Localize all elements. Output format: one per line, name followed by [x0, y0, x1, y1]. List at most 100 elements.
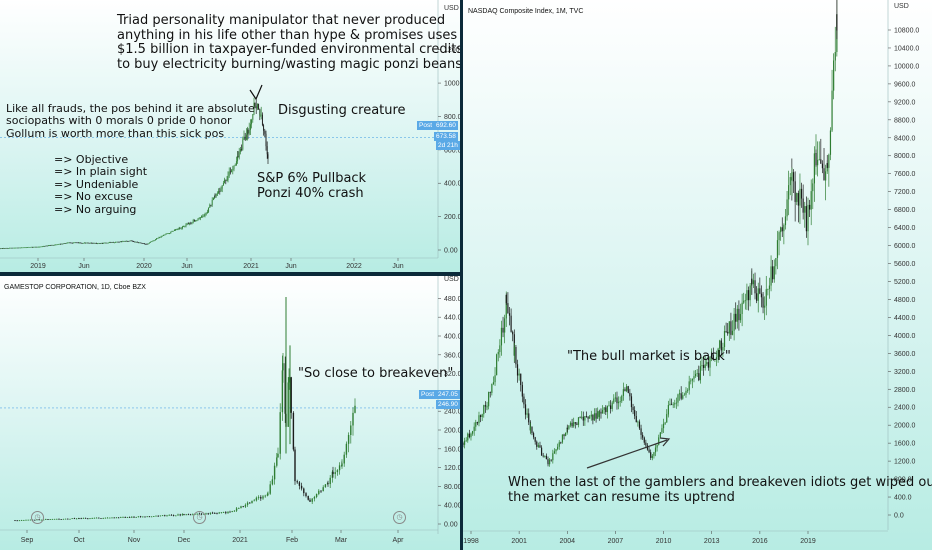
candle [139, 516, 142, 518]
x-tick-label: 2021 [232, 537, 248, 544]
candle [44, 246, 46, 247]
candle [553, 451, 556, 454]
candle [1, 248, 3, 249]
candle [730, 321, 732, 335]
candle [664, 422, 666, 424]
gamestop-chart[interactable]: 0.0040.0080.00120.00160.00200.00240.0028… [0, 276, 460, 550]
candle [259, 114, 261, 117]
candle [240, 506, 242, 509]
candle [17, 247, 19, 249]
candle [699, 366, 701, 381]
candle [709, 356, 711, 368]
candle [712, 354, 714, 360]
last-price-badge-label: Post [417, 121, 435, 130]
candle [747, 290, 750, 301]
candle [560, 442, 562, 444]
candle [343, 454, 345, 464]
candle [662, 423, 665, 429]
candle [767, 289, 769, 290]
candle [74, 242, 76, 244]
candle [653, 452, 655, 456]
candle [198, 218, 200, 220]
candle [581, 416, 583, 418]
x-tick-label: 2004 [559, 538, 575, 545]
candle [27, 519, 29, 521]
nasdaq-chart[interactable]: 0.0 400.0 800.0 1200.0 1600.0 2000.0 2400.0 280… [463, 0, 932, 550]
candle [115, 242, 117, 243]
candle [82, 517, 85, 519]
candle [576, 423, 578, 425]
candle [25, 519, 27, 521]
candle [222, 512, 225, 513]
candle [680, 393, 682, 399]
candle [781, 227, 783, 232]
x-tick-label: Nov [128, 537, 141, 544]
candle [510, 315, 512, 332]
panel-divider[interactable] [460, 0, 463, 550]
candle [130, 240, 132, 242]
event-marker-icon[interactable]: ◷ [31, 511, 44, 524]
candle [494, 375, 496, 383]
x-tick-label: Apr [393, 537, 405, 544]
candle [251, 119, 253, 125]
candle [89, 518, 91, 520]
candle [584, 416, 586, 421]
bitcoin-chart-panel[interactable]: 0.00 200.00 400.00 600.00 800.00 1000.00 1200.… [0, 0, 460, 272]
panel-divider[interactable] [0, 272, 460, 276]
candle [220, 188, 222, 192]
candle [49, 245, 51, 246]
candle [238, 508, 240, 509]
candle [327, 483, 329, 485]
candle [760, 293, 763, 298]
y-tick-label: 1200.0 [894, 459, 916, 466]
candle [190, 222, 192, 224]
candle [222, 182, 224, 186]
candle [242, 506, 244, 508]
candle [87, 242, 89, 244]
candle [105, 242, 107, 244]
event-marker-icon[interactable]: ◷ [193, 511, 206, 524]
candle [242, 139, 244, 150]
candle [585, 416, 588, 417]
candle [603, 407, 605, 410]
candle [0, 248, 2, 249]
candle [43, 246, 45, 247]
candle [255, 106, 257, 109]
annotation-frauds: Like all frauds, the pos behind it are a… [6, 102, 255, 140]
candle [532, 433, 535, 438]
candle [322, 487, 324, 492]
candle [749, 285, 751, 301]
y-tick-label: 480.00 [444, 296, 460, 303]
candle [736, 308, 738, 322]
candle [765, 289, 767, 306]
y-unit-label: USD [444, 276, 459, 283]
candle [214, 195, 216, 197]
candle [518, 373, 520, 376]
candle [820, 159, 822, 164]
candle [31, 246, 33, 248]
candle [508, 313, 511, 316]
candle [83, 242, 85, 244]
candle [150, 241, 152, 243]
candle [648, 449, 650, 453]
candle [547, 462, 549, 465]
candle [817, 159, 819, 166]
y-tick-label: 600.00 [444, 147, 460, 154]
candle [25, 247, 27, 249]
candle [791, 172, 793, 181]
candle [467, 433, 469, 441]
y-tick-label: 6000.0 [894, 243, 916, 250]
nasdaq-chart-panel[interactable]: 0.0 400.0 800.0 1200.0 1600.0 2000.0 2400.0 280… [463, 0, 932, 550]
bitcoin-chart[interactable]: 0.00 200.00 400.00 600.00 800.00 1000.00 1200.… [0, 0, 460, 272]
y-tick-label: 8400.0 [894, 135, 916, 142]
candle [675, 402, 677, 404]
candle [153, 516, 155, 517]
annotation-main: Triad personality manipulator that never… [117, 13, 460, 73]
last-price-badge-label: Post [419, 390, 437, 399]
candle [279, 412, 281, 454]
candle [799, 188, 801, 206]
event-marker-icon[interactable]: ◷ [393, 511, 406, 524]
gamestop-chart-panel[interactable]: 0.0040.0080.00120.00160.00200.00240.0028… [0, 276, 460, 550]
candle [131, 516, 133, 518]
candle [738, 308, 740, 321]
